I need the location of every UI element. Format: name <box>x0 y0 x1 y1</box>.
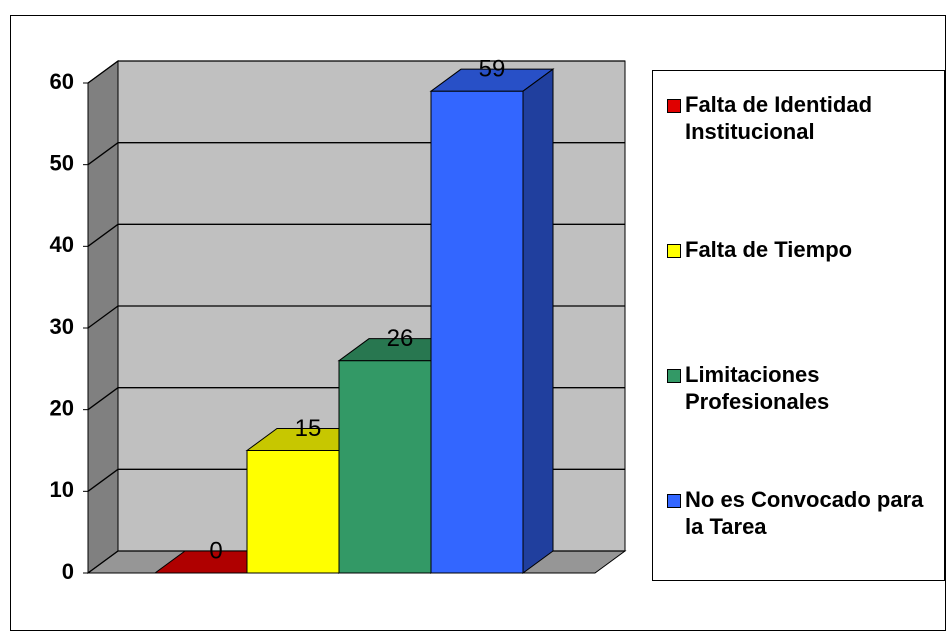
legend-label: No es Convocado para la Tarea <box>685 487 924 539</box>
y-tick-label: 30 <box>50 314 74 339</box>
legend-label: Falta de Identidad Institucional <box>685 92 873 144</box>
legend-label: Falta de Tiempo <box>685 237 853 262</box>
legend-entry: Falta de Tiempo <box>667 236 942 263</box>
y-tick-label: 0 <box>62 559 74 584</box>
bar <box>430 90 524 574</box>
data-label: 15 <box>295 415 322 442</box>
legend-entry: Falta de Identidad Institucional <box>667 91 942 145</box>
y-tick-label: 50 <box>50 150 74 175</box>
data-label: 26 <box>387 325 414 352</box>
legend-entry: Limitaciones Profesionales <box>667 361 942 415</box>
bar <box>246 450 340 574</box>
y-tick-label: 40 <box>50 232 74 257</box>
legend: Falta de Identidad Institucional Falta de… <box>652 70 945 581</box>
data-label: 59 <box>479 56 506 83</box>
legend-label: Limitaciones Profesionales <box>685 362 830 414</box>
bar <box>338 360 432 574</box>
bar-side <box>522 68 554 574</box>
y-tick-label: 20 <box>50 395 74 420</box>
y-tick-label: 60 <box>50 69 74 94</box>
legend-swatch <box>667 99 681 113</box>
data-label: 0 <box>209 537 222 564</box>
legend-swatch <box>667 244 681 258</box>
legend-entry: No es Convocado para la Tarea <box>667 486 942 540</box>
legend-swatch <box>667 494 681 508</box>
y-tick-label: 10 <box>50 477 74 502</box>
grid-line <box>87 60 625 84</box>
legend-swatch <box>667 369 681 383</box>
